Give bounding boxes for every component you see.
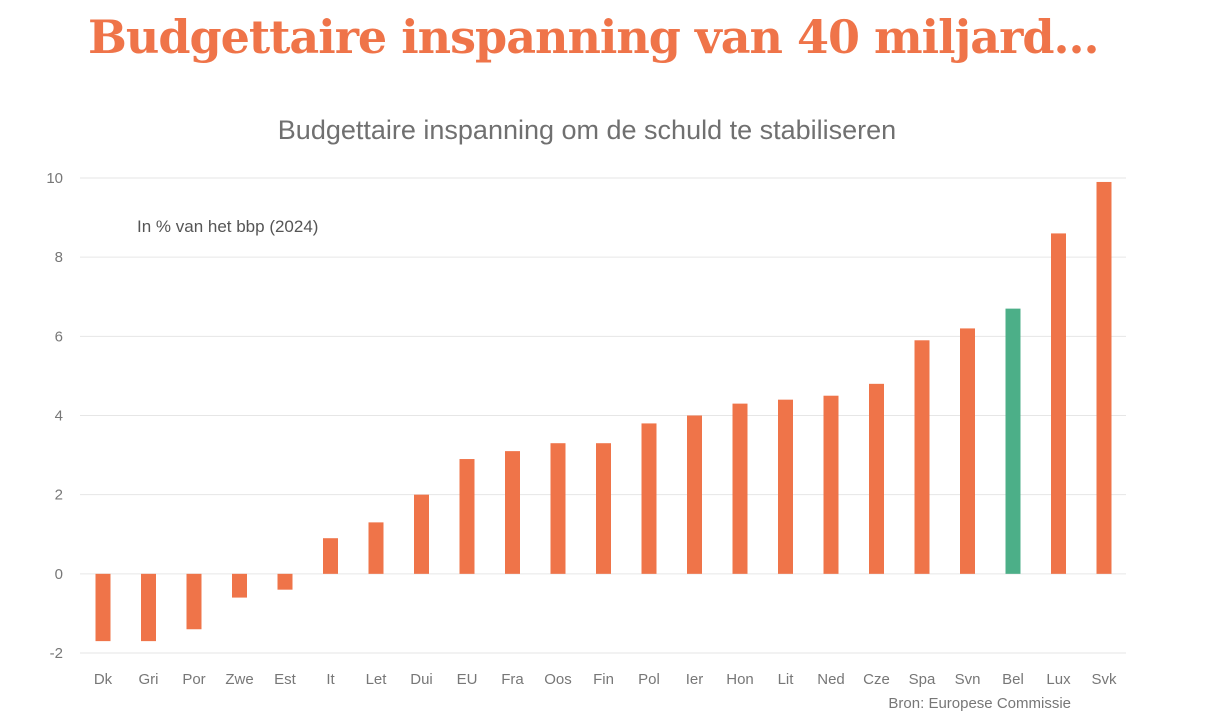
headline: Budgettaire inspanning van 40 miljard... [88, 10, 1100, 64]
category-label: Let [366, 671, 388, 688]
category-label: Svk [1091, 671, 1117, 688]
category-label: Svn [955, 671, 981, 688]
bar-it [323, 538, 338, 574]
bar-ier [687, 415, 702, 574]
bar-cze [869, 383, 884, 574]
category-label: Por [182, 671, 205, 688]
category-label: Pol [638, 671, 660, 688]
bar-bel [1005, 308, 1021, 574]
category-label: Dk [94, 671, 113, 688]
bar-dk [95, 573, 111, 642]
category-label: Hon [726, 671, 754, 688]
category-label: Dui [410, 671, 433, 688]
category-label: Zwe [225, 671, 253, 688]
bar-spa [914, 340, 930, 574]
y-tick-label: 10 [46, 170, 63, 187]
y-tick-label: 0 [55, 566, 63, 583]
y-tick-label: 6 [55, 328, 63, 345]
bar-svn [960, 328, 975, 574]
bar-por [186, 573, 202, 630]
category-label: Lit [778, 671, 795, 688]
category-label: Cze [863, 671, 890, 688]
category-label: Fin [593, 671, 614, 688]
category-label: Spa [909, 671, 936, 688]
y-tick-label: 8 [55, 249, 63, 266]
bar-eu [459, 459, 475, 574]
category-label: Oos [544, 671, 572, 688]
category-label: Gri [139, 671, 159, 688]
bar-dui [414, 494, 429, 574]
grid-lines: -2 0 2 4 6 8 10 [46, 170, 1126, 662]
bar-zwe [232, 573, 247, 598]
bar-fin [596, 443, 611, 574]
bars [95, 181, 1112, 642]
bar-lux [1051, 233, 1066, 574]
category-label: Ier [686, 671, 704, 688]
bar-let [368, 522, 384, 574]
y-tick-label: 4 [55, 408, 63, 425]
bar-ned [823, 395, 839, 574]
bar-svk [1096, 181, 1112, 574]
category-label: Bel [1002, 671, 1024, 688]
category-label: EU [457, 671, 478, 688]
category-label: It [326, 671, 335, 688]
bar-lit [778, 399, 793, 574]
category-label: Fra [501, 671, 524, 688]
bar-fra [505, 451, 520, 574]
y-tick-label: 2 [55, 487, 63, 504]
category-label: Lux [1046, 671, 1071, 688]
chart-annotation: In % van het bbp (2024) [137, 217, 318, 236]
category-label: Ned [817, 671, 845, 688]
bar-gri [141, 573, 156, 642]
source-note: Bron: Europese Commissie [888, 695, 1071, 712]
category-labels: Dk Gri Por Zwe Est It Let Dui EU Fra Oos Fin Pol Ier H… [94, 671, 1117, 688]
category-label: Est [274, 671, 297, 688]
bar-oos [550, 443, 566, 574]
chart-title: Budgettaire inspanning om de schuld te s… [278, 115, 896, 145]
bar-est [277, 573, 293, 590]
bar-hon [732, 403, 748, 574]
y-tick-label: -2 [50, 645, 63, 662]
bar-pol [641, 423, 657, 574]
